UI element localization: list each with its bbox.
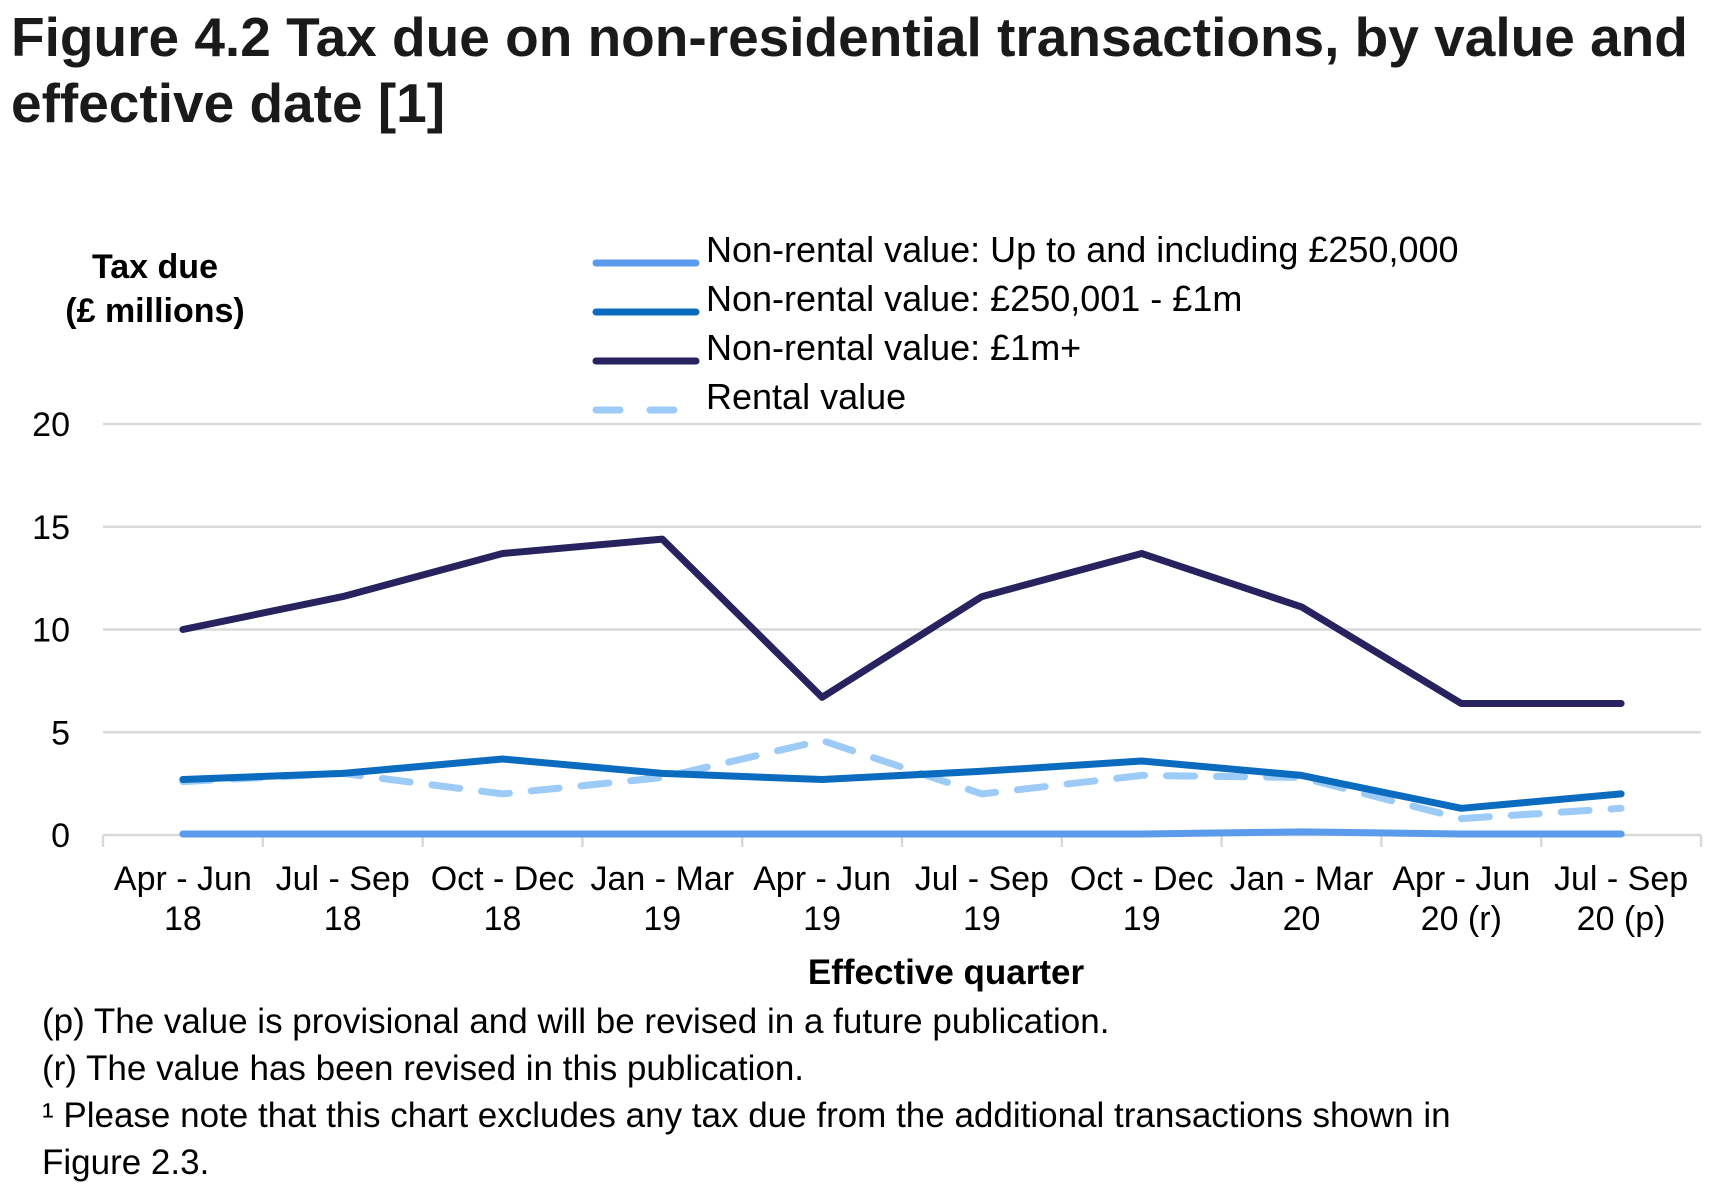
footnote-exclusion-cont: Figure 2.3.	[42, 1139, 1682, 1186]
x-tick-label: 20 (p)	[1577, 900, 1666, 938]
y-tick-label: 5	[51, 714, 70, 752]
x-tick-label: Oct - Dec	[431, 860, 575, 898]
x-tick-label: 19	[1123, 900, 1161, 938]
x-axis-title: Effective quarter	[90, 953, 1712, 993]
y-tick-label: 15	[32, 509, 70, 547]
x-tick-label: Apr - Jun	[1392, 860, 1530, 898]
x-tick-label: 19	[803, 900, 841, 938]
x-tick-label: Jul - Sep	[1554, 860, 1688, 898]
x-tick-label: Jan - Mar	[1230, 860, 1374, 898]
x-tick-label: 19	[963, 900, 1001, 938]
x-tick-label: Jul - Sep	[276, 860, 410, 898]
x-tick-label: Apr - Jun	[114, 860, 252, 898]
x-tick-label: 18	[324, 900, 362, 938]
footnote-revised: (r) The value has been revised in this p…	[42, 1045, 1682, 1092]
x-tick-label: Apr - Jun	[753, 860, 891, 898]
series-line-2	[183, 539, 1621, 703]
y-tick-label: 20	[32, 406, 70, 444]
x-tick-label: Jul - Sep	[915, 860, 1049, 898]
footnote-provisional: (p) The value is provisional and will be…	[42, 998, 1682, 1045]
x-tick-label: Jan - Mar	[591, 860, 735, 898]
footnotes: (p) The value is provisional and will be…	[42, 998, 1682, 1186]
footnote-exclusion: ¹ Please note that this chart excludes a…	[42, 1092, 1682, 1139]
x-tick-label: 19	[643, 900, 681, 938]
series-line-3	[183, 741, 1621, 819]
y-tick-label: 10	[32, 612, 70, 650]
x-tick-label: 20	[1283, 900, 1321, 938]
x-tick-label: 18	[484, 900, 522, 938]
x-tick-label: Oct - Dec	[1070, 860, 1214, 898]
y-tick-label: 0	[51, 817, 70, 855]
series-line-0	[183, 832, 1621, 834]
x-tick-label: 20 (r)	[1421, 900, 1502, 938]
x-tick-label: 18	[164, 900, 202, 938]
